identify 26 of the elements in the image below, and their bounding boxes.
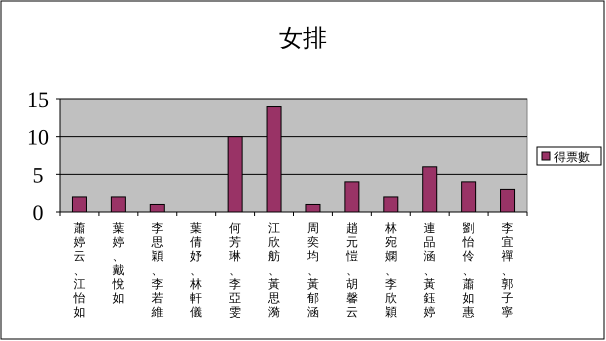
x-tick-label: 江欣舫、黃思漪 xyxy=(267,221,280,319)
x-tick-label: 劉怡伶、蕭如惠 xyxy=(462,221,475,319)
bar xyxy=(110,196,126,212)
x-tick-label: 李宜禪、郭子寧 xyxy=(502,221,514,319)
bar xyxy=(383,196,398,212)
y-tick-label: 0 xyxy=(32,200,44,225)
bar xyxy=(72,196,87,212)
x-tick-label: 葉倩妤、林軒儀 xyxy=(189,221,202,319)
x-tick-label: 連品涵、黃鈺婷 xyxy=(424,221,436,319)
y-tick-label: 10 xyxy=(27,124,49,150)
x-tick-label: 葉婷、戴悅如 xyxy=(111,221,124,305)
legend-label: 得票數 xyxy=(554,150,590,164)
y-tick-label: 5 xyxy=(32,162,44,188)
y-tick-label: 15 xyxy=(27,87,49,112)
x-tick-label: 林宛嫻、李欣穎 xyxy=(384,221,397,319)
x-tick-label: 趙元愷、胡馨云 xyxy=(344,221,358,319)
x-tick-label: 何芳琳、李亞雯 xyxy=(229,221,242,319)
bar xyxy=(461,181,476,212)
chart-title: 女排 xyxy=(279,26,327,52)
bar xyxy=(305,204,320,212)
bar xyxy=(344,181,360,212)
x-tick-label: 蕭婷云、江怡如 xyxy=(72,221,86,319)
x-tick-label: 李思穎、李若維 xyxy=(150,221,164,319)
x-tick-label: 周奕均、黃郁涵 xyxy=(306,221,319,319)
bar xyxy=(500,188,516,212)
bar xyxy=(150,204,165,212)
